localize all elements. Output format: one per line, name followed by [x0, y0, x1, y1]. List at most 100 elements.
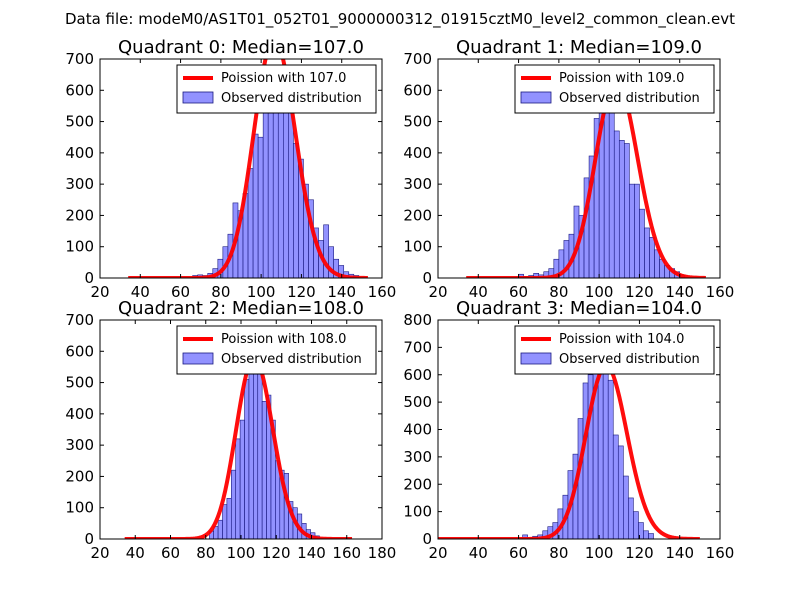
y-tick-label: 0: [422, 269, 432, 287]
legend-box: [176, 64, 377, 114]
histogram-bar: [639, 208, 645, 278]
x-tick-label: 100: [247, 283, 276, 301]
legend-hist-swatch: [520, 91, 552, 104]
quadrant-0-panel: 20 40 60 80 100 120 140 160 0 100 200 300 400 500 600 7…: [65, 37, 396, 301]
legend: Poission with 108.0 Observed distribution: [176, 325, 377, 375]
y-tick-label: 300: [65, 436, 94, 454]
histogram-bar: [262, 111, 269, 278]
quadrant-1-panel: 20 40 60 80 100 120 140 160 0 100 200 300 400 500 600 7…: [403, 37, 734, 301]
y-tick-label: 200: [403, 475, 432, 493]
histogram-bars: [208, 335, 320, 539]
quadrant-title: Quadrant 3: Median=104.0: [456, 298, 702, 319]
histogram-bar: [248, 350, 254, 539]
y-tick-label: 100: [403, 503, 432, 521]
y-tick-label: 100: [65, 499, 94, 517]
poisson-curve: [128, 59, 368, 278]
histogram-bar: [252, 133, 259, 278]
x-tick-label: 120: [287, 283, 316, 301]
quadrant-title: Quadrant 1: Median=109.0: [456, 37, 702, 58]
x-tick-label: 160: [368, 283, 397, 301]
histogram-bar: [231, 469, 237, 539]
x-tick-label: 140: [665, 544, 694, 562]
histogram-bar: [607, 379, 614, 539]
histogram-bar: [612, 434, 619, 539]
y-tick-label: 300: [403, 448, 432, 466]
histogram-bar: [323, 224, 329, 278]
x-tick-label: 140: [665, 283, 694, 301]
y-tick-label: 400: [65, 144, 94, 162]
x-tick-label: 80: [549, 544, 568, 562]
histogram-bar: [272, 86, 279, 278]
histogram-bar: [634, 183, 640, 278]
x-tick-label: 120: [625, 544, 654, 562]
axes-frame: [437, 58, 721, 279]
histogram-bar: [602, 371, 609, 539]
legend-hist-label: Observed distribution: [221, 91, 362, 106]
legend-curve-label: Poission with 107.0: [221, 71, 346, 86]
y-tick-label: 700: [65, 311, 94, 329]
x-tick-label: 100: [585, 544, 614, 562]
y-tick-label: 200: [65, 467, 94, 485]
y-tick-label: 800: [403, 311, 432, 329]
y-tick-label: 500: [65, 374, 94, 392]
x-tick-label: 120: [625, 283, 654, 301]
x-tick-label: 20: [90, 283, 109, 301]
legend-box: [514, 325, 715, 375]
legend-hist-swatch: [520, 352, 552, 365]
y-tick-label: 200: [65, 206, 94, 224]
histogram-bar: [582, 382, 589, 539]
histogram-bar: [624, 143, 630, 278]
histogram-bar: [649, 237, 655, 278]
histogram-bar: [247, 168, 254, 278]
x-tick-label: 100: [585, 283, 614, 301]
x-tick-label: 80: [211, 283, 230, 301]
axes-frame: [99, 58, 383, 279]
legend: Poission with 104.0 Observed distribution: [514, 325, 715, 375]
x-tick-label: 60: [509, 544, 528, 562]
y-tick-label: 0: [84, 269, 94, 287]
y-tick-label: 100: [403, 238, 432, 256]
histogram-bar: [244, 379, 250, 539]
legend-curve-label: Poission with 108.0: [221, 332, 346, 347]
x-tick-label: 160: [706, 544, 735, 562]
y-tick-label: 0: [84, 530, 94, 548]
histogram-bar: [608, 102, 615, 278]
legend-curve-label: Poission with 109.0: [559, 71, 684, 86]
quadrant-title: Quadrant 0: Median=107.0: [118, 37, 364, 58]
quadrant-title: Quadrant 2: Median=108.0: [118, 298, 364, 319]
poisson-curve: [438, 363, 700, 539]
histogram-bar: [288, 111, 294, 278]
poisson-curve: [466, 78, 706, 278]
legend-box: [176, 325, 377, 375]
legend-hist-label: Observed distribution: [559, 91, 700, 106]
legend-curve-label: Poission with 104.0: [559, 332, 684, 347]
y-tick-label: 600: [403, 81, 432, 99]
y-tick-label: 700: [403, 50, 432, 68]
suptitle: Data file: modeM0/AS1T01_052T01_90000003…: [65, 10, 735, 29]
y-tick-label: 0: [422, 530, 432, 548]
x-tick-label: 100: [227, 544, 256, 562]
y-tick-label: 300: [403, 175, 432, 193]
histogram-bar: [623, 475, 629, 539]
x-tick-label: 20: [428, 283, 447, 301]
x-tick-label: 80: [196, 544, 215, 562]
x-tick-label: 40: [126, 544, 145, 562]
histogram-bar: [648, 533, 654, 539]
x-tick-label: 80: [549, 283, 568, 301]
x-tick-label: 60: [171, 283, 190, 301]
legend-hist-label: Observed distribution: [559, 352, 700, 367]
y-tick-label: 200: [403, 206, 432, 224]
x-tick-label: 40: [469, 544, 488, 562]
x-tick-label: 20: [90, 544, 109, 562]
y-tick-label: 600: [65, 342, 94, 360]
histogram-bar: [618, 140, 625, 278]
poisson-curve: [124, 355, 353, 539]
histogram-bar: [613, 130, 620, 278]
y-tick-label: 600: [65, 81, 94, 99]
x-tick-label: 140: [297, 544, 326, 562]
y-tick-label: 500: [403, 393, 432, 411]
quadrant-3-panel: 20 40 60 80 100 120 140 160 0 100 200 300 400 500 600 7…: [403, 298, 734, 562]
legend: Poission with 107.0 Observed distribution: [176, 64, 377, 114]
legend: Poission with 109.0 Observed distribution: [514, 64, 715, 114]
